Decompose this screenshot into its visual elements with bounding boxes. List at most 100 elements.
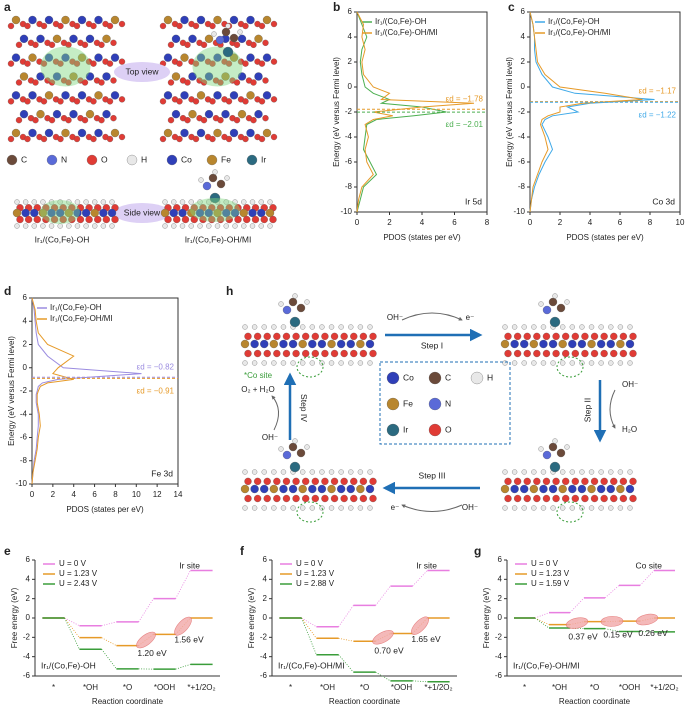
x-tick-label: 8 bbox=[113, 490, 118, 499]
atom bbox=[192, 60, 200, 67]
atom bbox=[470, 371, 484, 385]
atom bbox=[209, 22, 216, 30]
atom bbox=[99, 208, 108, 218]
atom bbox=[233, 117, 241, 124]
annotation: εd = −0.91 bbox=[137, 386, 175, 395]
atom bbox=[163, 128, 173, 138]
atom bbox=[253, 349, 262, 358]
pdos-curve bbox=[31, 297, 142, 485]
atom bbox=[118, 96, 126, 103]
legend-label: Ir₁/(Co,Fe)-OH/MI bbox=[50, 314, 113, 323]
atom bbox=[14, 223, 20, 229]
legend-label: Fe bbox=[221, 154, 231, 164]
atom bbox=[196, 91, 206, 100]
atom bbox=[250, 41, 257, 48]
atom bbox=[577, 339, 587, 349]
atom bbox=[159, 135, 167, 143]
x-tick-label: 10 bbox=[676, 218, 685, 227]
atom bbox=[511, 324, 518, 330]
x-tick-label: 12 bbox=[153, 490, 162, 499]
atom bbox=[357, 360, 364, 366]
atom bbox=[246, 154, 258, 166]
atom bbox=[90, 135, 97, 143]
atom bbox=[562, 494, 570, 503]
atom bbox=[502, 360, 508, 366]
atom bbox=[579, 324, 585, 330]
atom bbox=[44, 15, 54, 25]
atom bbox=[356, 339, 365, 349]
atom bbox=[319, 505, 325, 511]
atom bbox=[321, 332, 329, 341]
atom bbox=[311, 477, 319, 486]
atom bbox=[288, 339, 298, 349]
atom bbox=[237, 72, 247, 81]
x-axis-label: Reaction coordinate bbox=[92, 697, 164, 706]
atom bbox=[65, 41, 72, 48]
atom bbox=[279, 484, 288, 494]
atom bbox=[171, 72, 181, 81]
plot-frame bbox=[529, 11, 681, 213]
atom bbox=[171, 223, 177, 229]
atom bbox=[242, 360, 248, 366]
y-tick-label: -6 bbox=[495, 671, 503, 680]
atom bbox=[21, 208, 30, 218]
atom bbox=[209, 135, 216, 143]
atom bbox=[549, 316, 561, 328]
catalyst-label: Ir₁/(Co,Fe)-OH/MI bbox=[513, 660, 580, 670]
atom bbox=[237, 34, 247, 43]
atom bbox=[66, 223, 72, 229]
atom bbox=[221, 72, 230, 81]
atom bbox=[249, 199, 256, 205]
y-tick-label: 2 bbox=[23, 340, 28, 349]
atom bbox=[590, 494, 599, 503]
atom bbox=[40, 135, 48, 143]
atom bbox=[296, 303, 306, 313]
atom bbox=[280, 324, 287, 330]
atom bbox=[511, 469, 518, 475]
atom bbox=[328, 469, 335, 475]
atom bbox=[365, 484, 375, 494]
legend-label: Ir₁/(Co,Fe)-OH/MI bbox=[548, 28, 611, 37]
atom bbox=[502, 469, 508, 475]
atom bbox=[359, 477, 368, 486]
atom bbox=[176, 135, 183, 143]
atom bbox=[571, 477, 579, 486]
atom bbox=[340, 332, 348, 341]
barrier-label: 0.70 eV bbox=[374, 646, 404, 656]
connector bbox=[534, 617, 550, 629]
site-label: Co site bbox=[636, 560, 663, 570]
legend-label: Co bbox=[403, 372, 414, 382]
atom bbox=[321, 494, 329, 503]
atom bbox=[260, 484, 269, 494]
atom bbox=[110, 115, 117, 122]
atom bbox=[338, 469, 344, 475]
atom bbox=[180, 91, 189, 100]
y-tick-label: 0 bbox=[26, 613, 31, 622]
atom bbox=[73, 60, 81, 67]
atom bbox=[204, 72, 214, 81]
y-tick-label: -8 bbox=[518, 182, 526, 191]
x-tick-label: 8 bbox=[648, 218, 653, 227]
atom bbox=[74, 199, 81, 205]
y-tick-label: 2 bbox=[263, 594, 268, 603]
connector bbox=[534, 617, 550, 625]
legend-label: H bbox=[487, 372, 493, 382]
atom bbox=[250, 79, 257, 86]
atom bbox=[233, 79, 241, 86]
atom bbox=[590, 349, 599, 358]
atom bbox=[271, 324, 277, 330]
x-tick-label: 8 bbox=[485, 218, 490, 227]
atom bbox=[302, 477, 310, 486]
atom bbox=[77, 53, 87, 62]
atom bbox=[337, 484, 346, 494]
atom bbox=[208, 173, 218, 183]
atom bbox=[278, 301, 284, 307]
atom bbox=[229, 91, 239, 100]
atom bbox=[511, 360, 518, 366]
atom bbox=[223, 223, 229, 229]
atom bbox=[66, 199, 72, 205]
y-axis-label: Energy (eV versus Fermi level) bbox=[332, 57, 341, 167]
atom bbox=[338, 324, 344, 330]
atom bbox=[98, 117, 105, 124]
atom bbox=[319, 324, 325, 330]
